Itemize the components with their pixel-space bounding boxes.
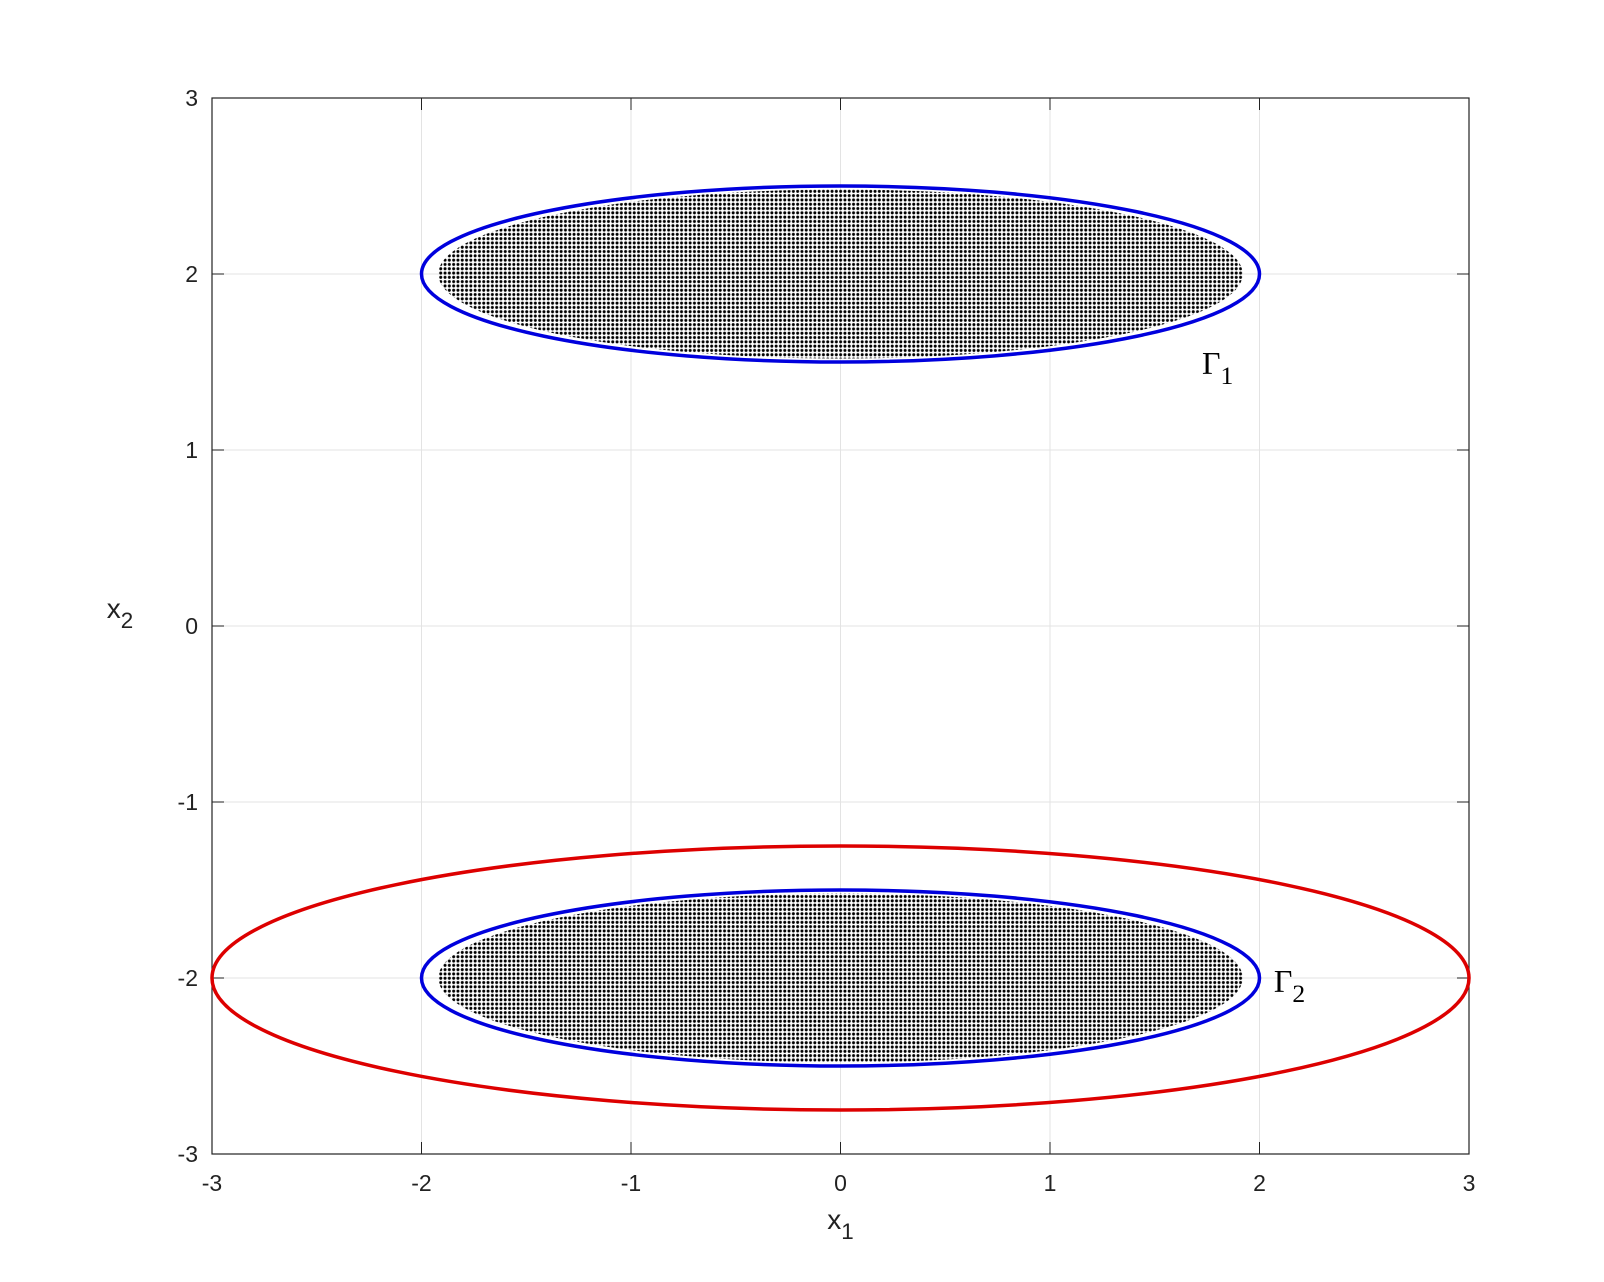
ellipse xyxy=(419,888,1262,1068)
annotation: Γ1 xyxy=(1202,345,1233,390)
axes-box xyxy=(211,97,1470,1155)
sample-points xyxy=(438,189,1243,359)
y-tick-label: -3 xyxy=(178,1141,198,1167)
y-tick-label: 3 xyxy=(185,85,198,111)
ellipse xyxy=(419,184,1262,364)
annotation-sub: 1 xyxy=(1220,361,1233,390)
annotation-main: Γ xyxy=(1202,345,1221,381)
y-tick-label: 0 xyxy=(185,613,198,639)
x-axis-label-main: x xyxy=(827,1204,841,1235)
x-tick-label: -1 xyxy=(621,1170,641,1196)
y-axis-label-sub: 2 xyxy=(121,608,133,633)
x-axis-label-sub: 1 xyxy=(841,1219,853,1244)
x-tick-label: 1 xyxy=(1044,1170,1057,1196)
x-tick-label: 2 xyxy=(1253,1170,1266,1196)
x-tick-label: -3 xyxy=(202,1170,222,1196)
y-axis-label-main: x xyxy=(107,593,121,624)
ellipse xyxy=(210,844,1471,1112)
y-tick-label: -2 xyxy=(178,965,198,991)
annotation-main: Γ xyxy=(1274,963,1293,999)
annotation-sub: 2 xyxy=(1292,979,1305,1008)
annotation: Γ2 xyxy=(1274,963,1305,1008)
y-axis-label: x2 xyxy=(107,593,133,633)
x-tick-label: 0 xyxy=(834,1170,847,1196)
x-axis-label: x1 xyxy=(827,1204,853,1244)
y-tick-label: -1 xyxy=(178,789,198,815)
y-tick-label: 1 xyxy=(185,437,198,463)
sample-points xyxy=(438,893,1243,1063)
x-tick-label: 3 xyxy=(1463,1170,1476,1196)
x-tick-label: -2 xyxy=(411,1170,431,1196)
y-tick-label: 2 xyxy=(185,261,198,287)
